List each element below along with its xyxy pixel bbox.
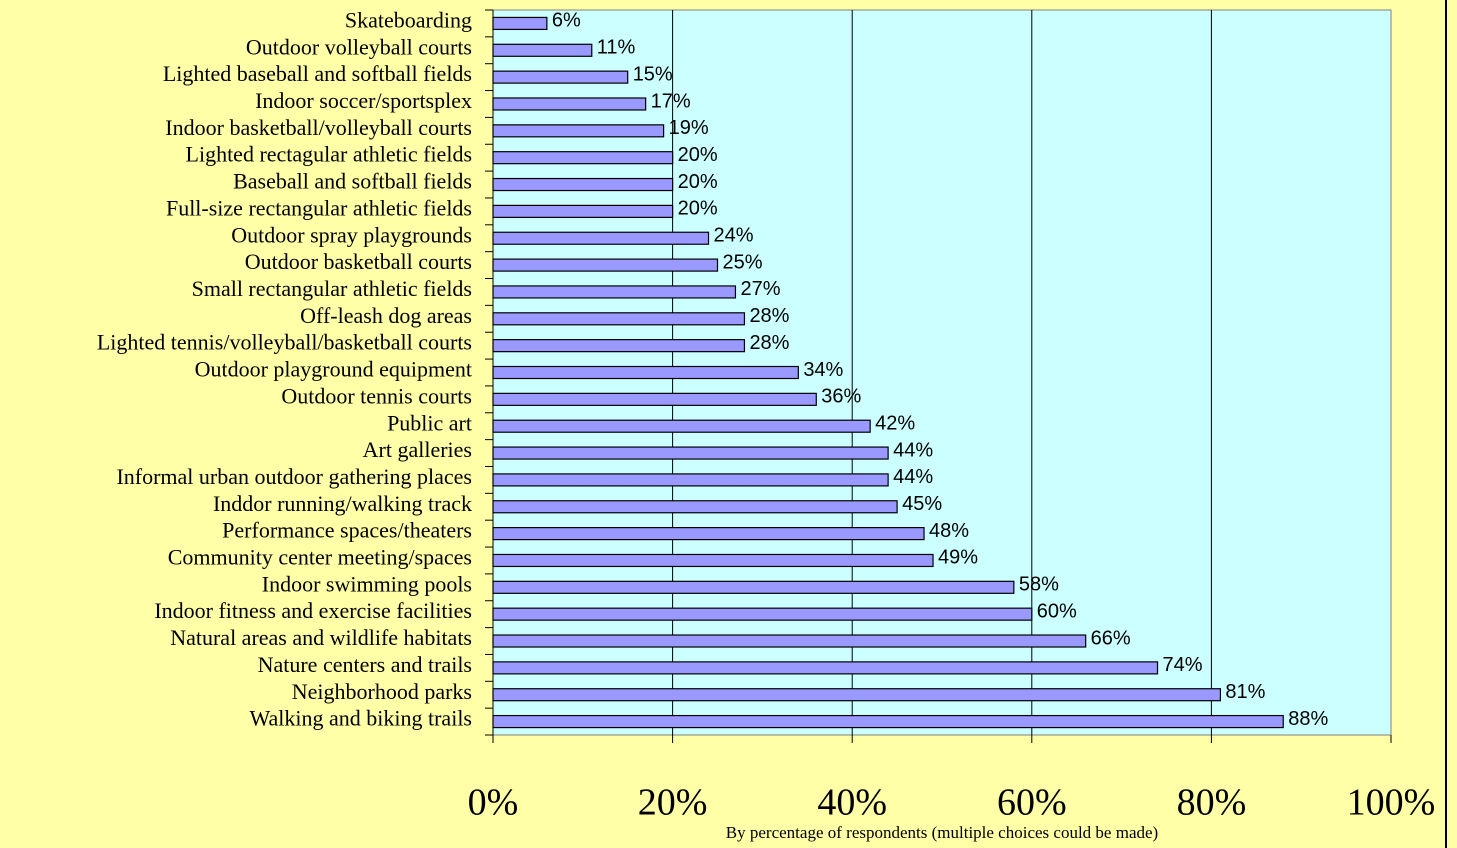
value-label: 60%	[1037, 600, 1077, 622]
bar	[492, 70, 629, 84]
value-label: 20%	[678, 144, 718, 166]
value-label: 17%	[651, 90, 691, 112]
y-tick-label: Informal urban outdoor gathering places	[116, 464, 472, 489]
bar	[492, 151, 674, 165]
value-label: 15%	[633, 63, 673, 85]
bar	[492, 607, 1033, 621]
value-label: 49%	[938, 547, 978, 569]
y-tick-label: Walking and biking trails	[250, 706, 472, 731]
bar	[492, 43, 593, 57]
value-label: 74%	[1163, 654, 1203, 676]
value-label: 66%	[1091, 627, 1131, 649]
bar	[492, 714, 1284, 729]
bar	[492, 204, 674, 218]
value-label: 6%	[552, 10, 581, 32]
bar	[492, 365, 799, 380]
value-label: 27%	[740, 278, 780, 300]
bar	[492, 500, 898, 514]
value-label: 28%	[749, 332, 789, 354]
value-label: 48%	[929, 520, 969, 542]
bar	[492, 258, 719, 272]
bar	[492, 634, 1087, 648]
x-tick-label: 80%	[1177, 782, 1247, 824]
y-tick-label: Neighborhood parks	[292, 679, 472, 704]
value-label: 28%	[749, 305, 789, 327]
value-label: 20%	[678, 198, 718, 220]
bar	[492, 339, 746, 353]
bar	[492, 446, 889, 460]
y-tick-label: Lighted tennis/volleyball/basketball cou…	[97, 330, 472, 355]
y-tick-label: Off-leash dog areas	[300, 303, 472, 328]
value-label: 44%	[893, 439, 933, 461]
y-tick-label: Outdoor basketball courts	[245, 249, 472, 274]
y-tick-label: Outdoor playground equipment	[195, 357, 472, 382]
bar	[492, 285, 737, 299]
y-tick-label: Full-size rectangular athletic fields	[166, 195, 472, 220]
value-label: 58%	[1019, 574, 1059, 596]
bar	[492, 553, 934, 568]
y-tick-label: Outdoor spray playgrounds	[231, 222, 472, 247]
y-tick-label: Lighted baseball and softball fields	[163, 61, 472, 86]
x-tick-label: 100%	[1347, 782, 1436, 824]
y-tick-label: Indoor soccer/sportsplex	[255, 88, 472, 113]
value-label: 81%	[1225, 681, 1265, 703]
y-tick-label: Small rectangular athletic fields	[192, 276, 472, 301]
y-tick-label: Art galleries	[363, 437, 472, 462]
bar	[492, 473, 889, 487]
value-label: 36%	[821, 386, 861, 408]
y-tick-label: Natural areas and wildlife habitats	[170, 625, 472, 650]
y-tick-label: Outdoor tennis courts	[281, 383, 472, 408]
bar	[492, 177, 674, 192]
y-tick-label: Indoor swimming pools	[262, 571, 472, 596]
value-label: 20%	[678, 171, 718, 193]
y-tick-label: Baseball and softball fields	[233, 169, 472, 194]
value-label: 44%	[893, 466, 933, 488]
value-label: 88%	[1288, 708, 1328, 730]
value-label: 45%	[902, 493, 942, 515]
bar	[492, 661, 1159, 675]
bar	[492, 688, 1221, 702]
y-tick-label: Indoor fitness and exercise facilities	[154, 598, 472, 623]
y-tick-label: Community center meeting/spaces	[168, 545, 472, 570]
value-label: 24%	[714, 225, 754, 247]
bar	[492, 124, 665, 138]
value-label: 25%	[723, 251, 763, 273]
bar	[492, 392, 817, 406]
x-tick-label: 40%	[817, 782, 887, 824]
x-tick-label: 20%	[638, 782, 708, 824]
value-label: 11%	[597, 37, 636, 59]
y-tick-label: Indoor basketball/volleyball courts	[165, 115, 472, 140]
bar	[492, 231, 710, 245]
bar	[492, 16, 548, 31]
bar	[492, 97, 647, 111]
y-tick-label: Inddor running/walking track	[213, 491, 472, 516]
y-tick-label: Skateboarding	[345, 7, 472, 32]
x-axis-label: By percentage of respondents (multiple c…	[726, 823, 1158, 842]
bar	[492, 527, 925, 541]
x-tick-label: 60%	[997, 782, 1067, 824]
bar	[492, 419, 871, 433]
y-tick-label: Performance spaces/theaters	[222, 518, 472, 543]
y-tick-label: Nature centers and trails	[258, 652, 472, 677]
value-label: 42%	[875, 412, 915, 434]
x-tick-label: 0%	[468, 782, 519, 824]
y-tick-label: Public art	[387, 410, 472, 435]
value-label: 19%	[669, 117, 709, 139]
y-tick-label: Lighted rectagular athletic fields	[186, 142, 472, 167]
bar	[492, 312, 746, 326]
bar	[492, 580, 1015, 594]
y-tick-label: Outdoor volleyball courts	[246, 34, 472, 59]
value-label: 34%	[803, 359, 843, 381]
